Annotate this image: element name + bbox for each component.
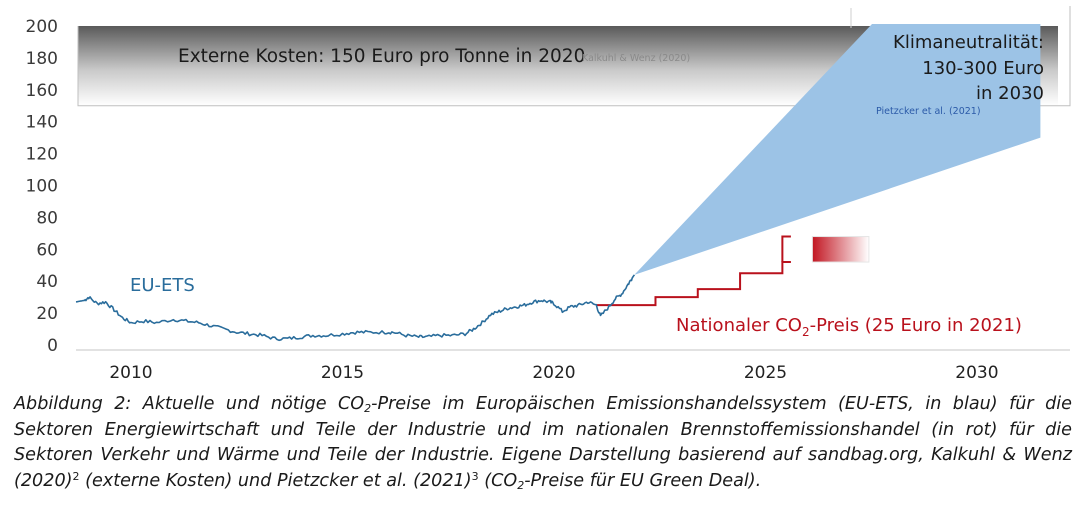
co2-price-chart: 0 20 40 60 80 100 120 140 160 180 200 2010 2015 2020 2… bbox=[26, 6, 1071, 383]
nationaler-co2-preis-label: Nationaler CO2-Preis (25 Euro in 2021) bbox=[676, 315, 1022, 339]
x-tick-label: 2010 bbox=[109, 363, 152, 383]
y-tick-label: 40 bbox=[36, 272, 58, 292]
y-tick-label: 60 bbox=[36, 240, 58, 260]
y-tick-label: 140 bbox=[26, 113, 58, 133]
klima-label-line3: in 2030 bbox=[976, 83, 1044, 104]
klimaneutralitaet-fan bbox=[634, 24, 1041, 275]
x-tick-label: 2030 bbox=[955, 363, 998, 383]
y-tick-label: 100 bbox=[26, 177, 58, 197]
y-tick-label: 80 bbox=[36, 208, 58, 228]
externe-kosten-frame bbox=[77, 6, 1071, 107]
y-tick-label: 180 bbox=[26, 49, 58, 69]
national-price-low-steps bbox=[596, 261, 791, 307]
national-price-high-step bbox=[781, 235, 791, 263]
national-price-range-box bbox=[811, 236, 870, 263]
y-tick-label: 120 bbox=[26, 145, 58, 165]
x-tick-label: 2015 bbox=[321, 363, 364, 383]
y-tick-label: 160 bbox=[26, 81, 58, 101]
externe-kosten-source: Kalkuhl & Wenz (2020) bbox=[582, 53, 690, 64]
klima-source: Pietzcker et al. (2021) bbox=[876, 106, 981, 117]
eu-ets-label: EU-ETS bbox=[130, 275, 195, 296]
x-tick-label: 2020 bbox=[532, 363, 575, 383]
y-tick-label: 0 bbox=[47, 336, 58, 356]
y-tick-label: 20 bbox=[36, 304, 58, 324]
figure-caption: Abbildung 2: Aktuelle und nötige CO2-Pre… bbox=[14, 394, 1072, 492]
externe-kosten-label: Externe Kosten: 150 Euro pro Tonne in 20… bbox=[178, 46, 585, 67]
klima-label-line2: 130-300 Euro bbox=[922, 58, 1044, 79]
klima-label-line1: Klimaneutralität: bbox=[893, 32, 1044, 53]
y-tick-label: 200 bbox=[26, 17, 58, 37]
x-tick-label: 2025 bbox=[744, 363, 787, 383]
eu-ets-line bbox=[75, 274, 636, 342]
